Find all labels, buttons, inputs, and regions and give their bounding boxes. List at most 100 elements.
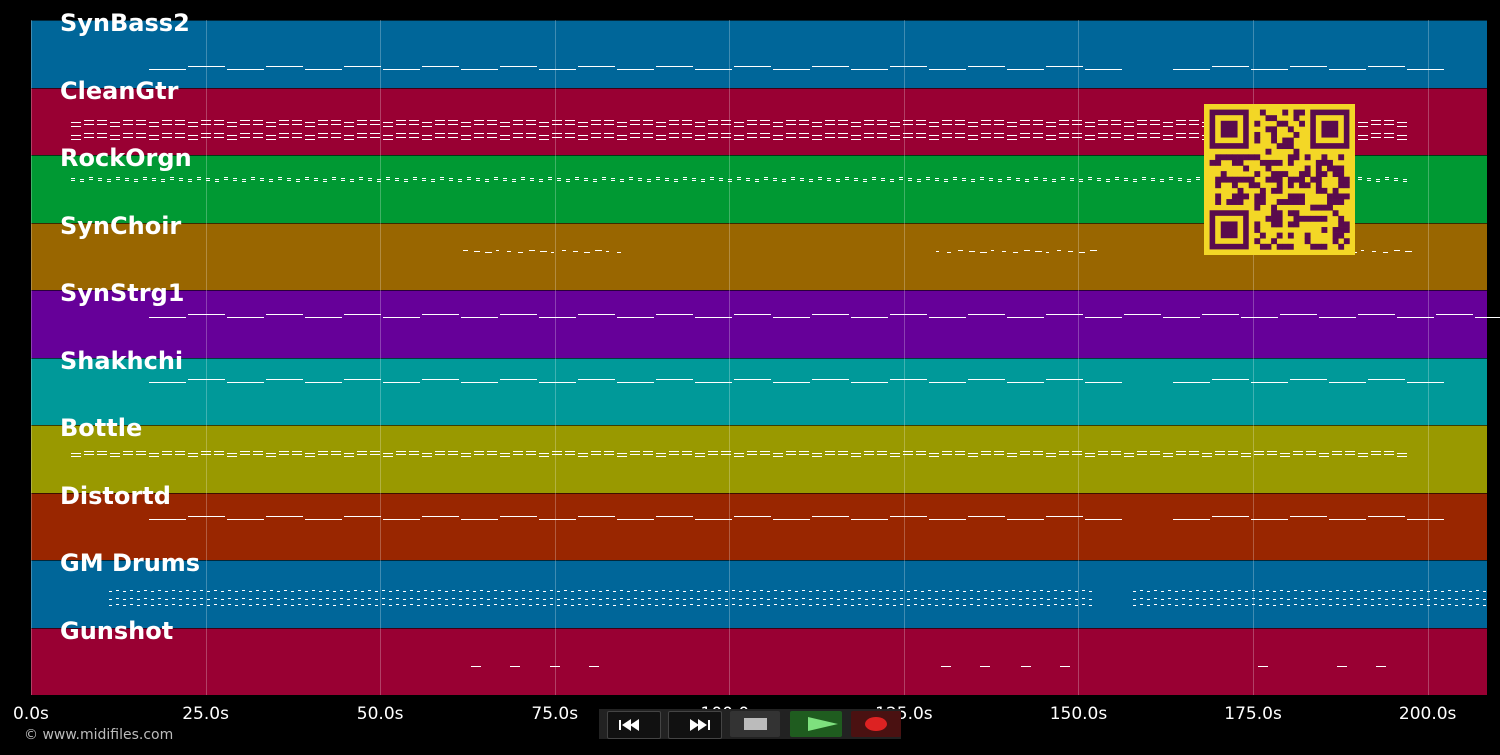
note [1322, 604, 1325, 605]
note [725, 591, 728, 592]
note [422, 134, 432, 136]
note [1315, 591, 1318, 592]
note [1293, 454, 1303, 455]
note [953, 177, 957, 178]
note [753, 591, 756, 592]
note [981, 136, 991, 138]
note [737, 177, 741, 178]
note [193, 599, 196, 600]
note [641, 599, 644, 600]
track-row[interactable]: Shakhchi [31, 347, 1487, 425]
note [529, 605, 532, 606]
note [812, 453, 822, 454]
note [1176, 119, 1186, 121]
note [656, 179, 660, 180]
note [858, 604, 861, 605]
track-row[interactable]: SynStrg1 [31, 279, 1500, 358]
note [718, 598, 721, 599]
note [695, 134, 705, 136]
note [643, 136, 653, 138]
note [508, 598, 511, 599]
note [968, 134, 978, 136]
note [305, 177, 309, 178]
note [296, 181, 300, 182]
note [1434, 604, 1437, 605]
track-row[interactable]: Gunshot [31, 617, 1487, 695]
note [197, 177, 201, 178]
note [592, 598, 595, 599]
note [746, 604, 749, 605]
note [123, 454, 133, 455]
note [305, 69, 342, 70]
note [858, 590, 861, 591]
note [266, 314, 303, 315]
track-row[interactable]: Bottle [31, 414, 1487, 493]
note [172, 590, 175, 591]
note [359, 179, 363, 180]
note [998, 604, 1001, 605]
note [566, 179, 570, 180]
record-button[interactable] [851, 711, 901, 737]
fast-forward-button[interactable] [668, 711, 722, 739]
stop-button[interactable] [730, 711, 780, 737]
track-notes [31, 291, 1500, 358]
note [656, 453, 666, 454]
note [1085, 121, 1095, 123]
note [809, 591, 812, 592]
note [788, 604, 791, 605]
play-button[interactable] [790, 711, 842, 737]
note [823, 591, 826, 592]
note [344, 66, 381, 67]
note [571, 591, 574, 592]
rewind-button[interactable] [607, 711, 661, 739]
note [1212, 378, 1249, 380]
note [500, 121, 510, 123]
note [916, 119, 926, 121]
track-row[interactable]: Distortd [31, 482, 1487, 560]
note [1068, 590, 1071, 591]
note [435, 119, 445, 121]
note [732, 598, 735, 599]
track-row[interactable]: SynBass2 [31, 9, 1487, 88]
note [253, 119, 263, 121]
note [1364, 590, 1367, 591]
note [578, 134, 588, 136]
note [971, 179, 975, 180]
note [845, 179, 849, 180]
note [799, 132, 809, 134]
note [630, 132, 640, 134]
note [1061, 177, 1065, 178]
note [865, 599, 868, 600]
note [1294, 598, 1297, 599]
note [188, 125, 198, 127]
note [1098, 132, 1108, 134]
note [734, 121, 744, 123]
note [326, 598, 329, 599]
note [1007, 69, 1044, 70]
track-notes [31, 426, 1487, 493]
note [916, 136, 926, 138]
note [1142, 179, 1146, 180]
note [753, 599, 756, 600]
note [613, 599, 616, 600]
note [123, 132, 133, 134]
note [970, 590, 973, 591]
note [480, 590, 483, 591]
note [508, 604, 511, 605]
note [647, 181, 651, 182]
note [170, 177, 174, 178]
note [1098, 123, 1108, 125]
note [1441, 599, 1444, 600]
note [1173, 69, 1210, 70]
note [448, 454, 458, 455]
note [1147, 599, 1150, 600]
note [683, 591, 686, 592]
note [1098, 136, 1108, 138]
note [695, 125, 705, 127]
note [1308, 604, 1311, 605]
track-row[interactable]: GM Drums [31, 549, 1487, 628]
note [617, 69, 654, 70]
note [984, 590, 987, 591]
note [485, 251, 492, 253]
note [599, 591, 602, 592]
